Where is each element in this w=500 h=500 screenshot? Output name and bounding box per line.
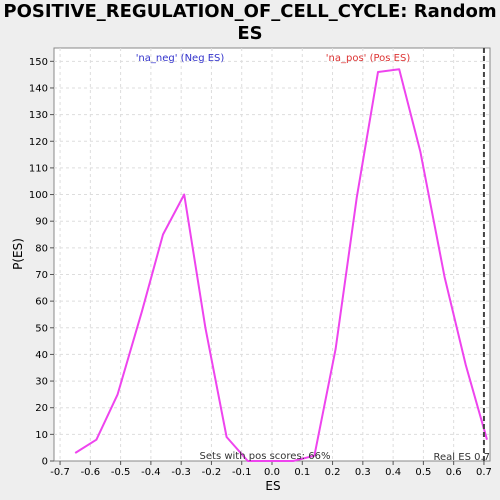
y-tick-label: 90 xyxy=(35,217,48,228)
x-tick-label: -0.1 xyxy=(232,467,252,478)
chart-title-line-1: POSITIVE_REGULATION_OF_CELL_CYCLE: Rando… xyxy=(3,1,497,44)
y-tick-label: 60 xyxy=(35,297,48,308)
y-tick-label: 80 xyxy=(35,243,48,254)
x-tick-label: 0.2 xyxy=(325,467,341,478)
tick-labels: 0 10 20 30 40 50 60 70 80 90 100 110 120 130 140 150 -0.… xyxy=(29,57,492,478)
y-tick-label: 100 xyxy=(29,190,48,201)
x-tick-label: -0.7 xyxy=(50,467,70,478)
x-tick-label: -0.5 xyxy=(111,467,131,478)
y-tick-label: 10 xyxy=(35,430,48,441)
y-axis-title: P(ES) xyxy=(11,238,25,270)
y-tick-label: 40 xyxy=(35,350,48,361)
y-tick-label: 130 xyxy=(29,110,48,121)
y-tick-label: 70 xyxy=(35,270,48,281)
x-tick-label: 0.3 xyxy=(355,467,371,478)
y-tick-label: 110 xyxy=(29,163,48,174)
neg-es-label: 'na_neg' (Neg ES) xyxy=(136,53,225,64)
x-tick-label: 0.5 xyxy=(415,467,431,478)
real-es-label: Real ES 0.7 xyxy=(434,452,490,463)
y-tick-label: 50 xyxy=(35,323,48,334)
y-tick-label: 0 xyxy=(42,457,48,468)
sets-pos-scores-label: Sets with pos scores: 66% xyxy=(200,451,331,462)
y-tick-label: 30 xyxy=(35,377,48,388)
x-tick-label: -0.3 xyxy=(171,467,191,478)
axis-ticks xyxy=(50,60,485,465)
grid-lines xyxy=(54,48,490,461)
x-tick-label: 0.6 xyxy=(446,467,462,478)
y-tick-label: 140 xyxy=(29,83,48,94)
y-tick-label: 20 xyxy=(35,403,48,414)
y-tick-label: 150 xyxy=(29,57,48,68)
x-tick-label: -0.2 xyxy=(202,467,222,478)
y-tick-label: 120 xyxy=(29,137,48,148)
x-tick-label: 0.0 xyxy=(264,467,280,478)
x-tick-label: 0.1 xyxy=(294,467,310,478)
x-tick-label: 0.4 xyxy=(385,467,401,478)
pos-es-label: 'na_pos' (Pos ES) xyxy=(326,53,411,64)
x-tick-label: -0.6 xyxy=(81,467,101,478)
series-layer xyxy=(74,68,488,462)
x-axis-title: ES xyxy=(265,479,280,493)
series-line xyxy=(74,68,488,462)
x-tick-label: -0.4 xyxy=(141,467,161,478)
x-tick-label: 0.7 xyxy=(476,467,492,478)
